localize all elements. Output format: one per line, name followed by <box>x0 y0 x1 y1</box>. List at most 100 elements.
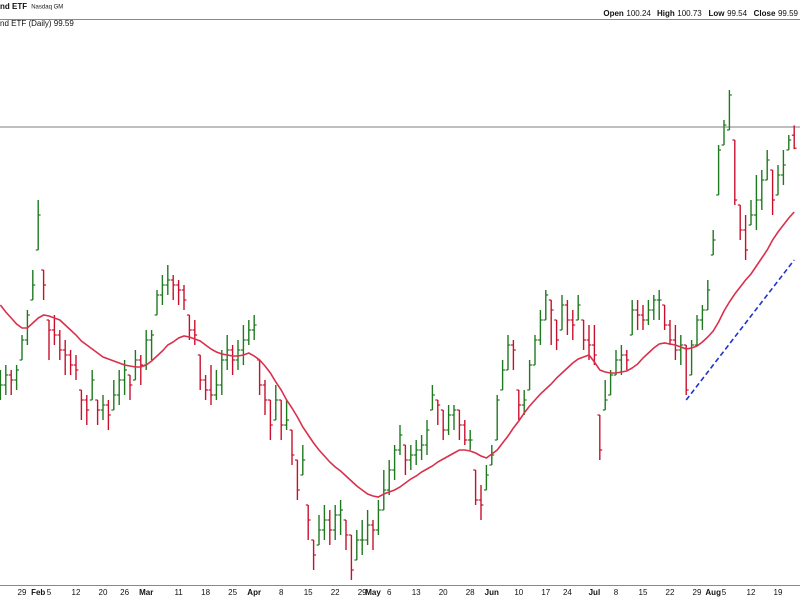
price-bar <box>68 350 73 375</box>
price-bar <box>354 530 360 561</box>
price-bar <box>57 330 63 360</box>
x-tick-label: 15 <box>304 588 313 597</box>
price-bar <box>230 345 235 375</box>
price-bar <box>349 534 354 580</box>
price-bar <box>538 310 543 345</box>
price-bar <box>14 365 19 390</box>
price-bar <box>170 275 176 300</box>
price-bar <box>208 365 214 405</box>
price-bar <box>516 389 522 420</box>
x-tick-label: 10 <box>514 588 523 597</box>
x-tick-label: Mar <box>139 588 153 597</box>
x-tick-label: 24 <box>563 588 572 597</box>
price-bar <box>548 299 554 345</box>
x-tick-label: 20 <box>99 588 108 597</box>
price-bar <box>79 389 84 420</box>
price-bar <box>613 350 619 376</box>
price-bar <box>3 365 9 395</box>
price-bar <box>570 310 576 340</box>
legend-label: nd ETF (Daily) 99.59 <box>0 19 74 28</box>
price-bar <box>505 335 511 371</box>
x-tick-label: 13 <box>412 588 421 597</box>
price-bar <box>251 315 257 340</box>
price-bar <box>370 520 376 550</box>
x-tick-label: 5 <box>47 588 52 597</box>
x-tick-label: 22 <box>666 588 675 597</box>
price-bar <box>262 380 268 415</box>
price-bar <box>786 135 792 151</box>
price-bar <box>430 385 435 411</box>
price-bar <box>403 444 408 475</box>
quote-label: Close <box>754 9 776 18</box>
x-tick-label: 12 <box>747 588 756 597</box>
price-bar <box>165 265 171 295</box>
x-tick-label: Feb <box>31 588 45 597</box>
price-bar <box>721 120 727 146</box>
x-tick-label: 5 <box>722 588 727 597</box>
price-bar <box>511 340 516 370</box>
price-bar <box>203 375 208 400</box>
price-bar <box>305 504 311 540</box>
price-bar <box>770 169 775 215</box>
x-tick-label: 28 <box>466 588 475 597</box>
price-bar <box>84 395 90 425</box>
price-bar <box>575 295 581 321</box>
price-bar <box>316 515 322 546</box>
x-tick-label: 22 <box>331 588 340 597</box>
x-tick-label: 19 <box>774 588 783 597</box>
price-bar <box>435 399 441 425</box>
price-bar <box>154 290 160 316</box>
price-bar <box>581 319 586 350</box>
price-bar <box>343 519 349 550</box>
price-bar <box>700 305 705 330</box>
price-bar <box>30 270 36 301</box>
price-bar <box>521 390 527 415</box>
price-bar <box>651 295 657 320</box>
price-bar <box>608 370 613 396</box>
moving-average <box>0 211 795 498</box>
price-bar <box>122 360 127 395</box>
price-bar <box>392 445 397 480</box>
price-bar <box>737 204 743 240</box>
price-bar <box>386 460 392 495</box>
price-bar <box>116 370 122 405</box>
x-tick-label: 25 <box>228 588 237 597</box>
price-bar <box>781 150 786 185</box>
price-bar <box>565 300 570 335</box>
quote-value: 100.73 <box>677 9 702 18</box>
price-bar <box>73 355 79 380</box>
price-bar <box>640 305 646 330</box>
price-bar <box>716 145 721 196</box>
x-tick-label: Aug <box>705 588 721 597</box>
price-bar <box>527 360 532 391</box>
chart-subtitle: Nasdaq GM <box>31 5 63 11</box>
price-bar <box>273 385 279 421</box>
price-bar <box>52 315 57 345</box>
price-bar <box>359 520 365 555</box>
price-bar <box>62 340 68 375</box>
price-bar <box>500 360 505 391</box>
price-bar <box>95 399 100 425</box>
price-bar <box>224 335 230 370</box>
price-bar <box>656 290 662 320</box>
price-bar <box>127 374 133 400</box>
x-tick-label: 17 <box>541 588 550 597</box>
price-bar <box>192 320 198 345</box>
x-tick-label: 29 <box>358 588 367 597</box>
price-bar <box>100 395 106 420</box>
price-bar <box>176 280 181 305</box>
price-bar <box>727 90 732 131</box>
price-bar <box>106 400 111 430</box>
price-bar <box>295 459 300 500</box>
price-bar <box>311 539 316 570</box>
price-bar <box>197 354 203 390</box>
price-bar <box>397 425 403 455</box>
price-bar <box>624 350 630 370</box>
chart-title: nd ETF <box>0 2 27 11</box>
x-tick-label: 26 <box>120 588 129 597</box>
price-bar <box>111 380 117 411</box>
quote-label: High <box>657 9 675 18</box>
x-tick-label: Jul <box>589 588 601 597</box>
price-bar <box>440 409 446 440</box>
